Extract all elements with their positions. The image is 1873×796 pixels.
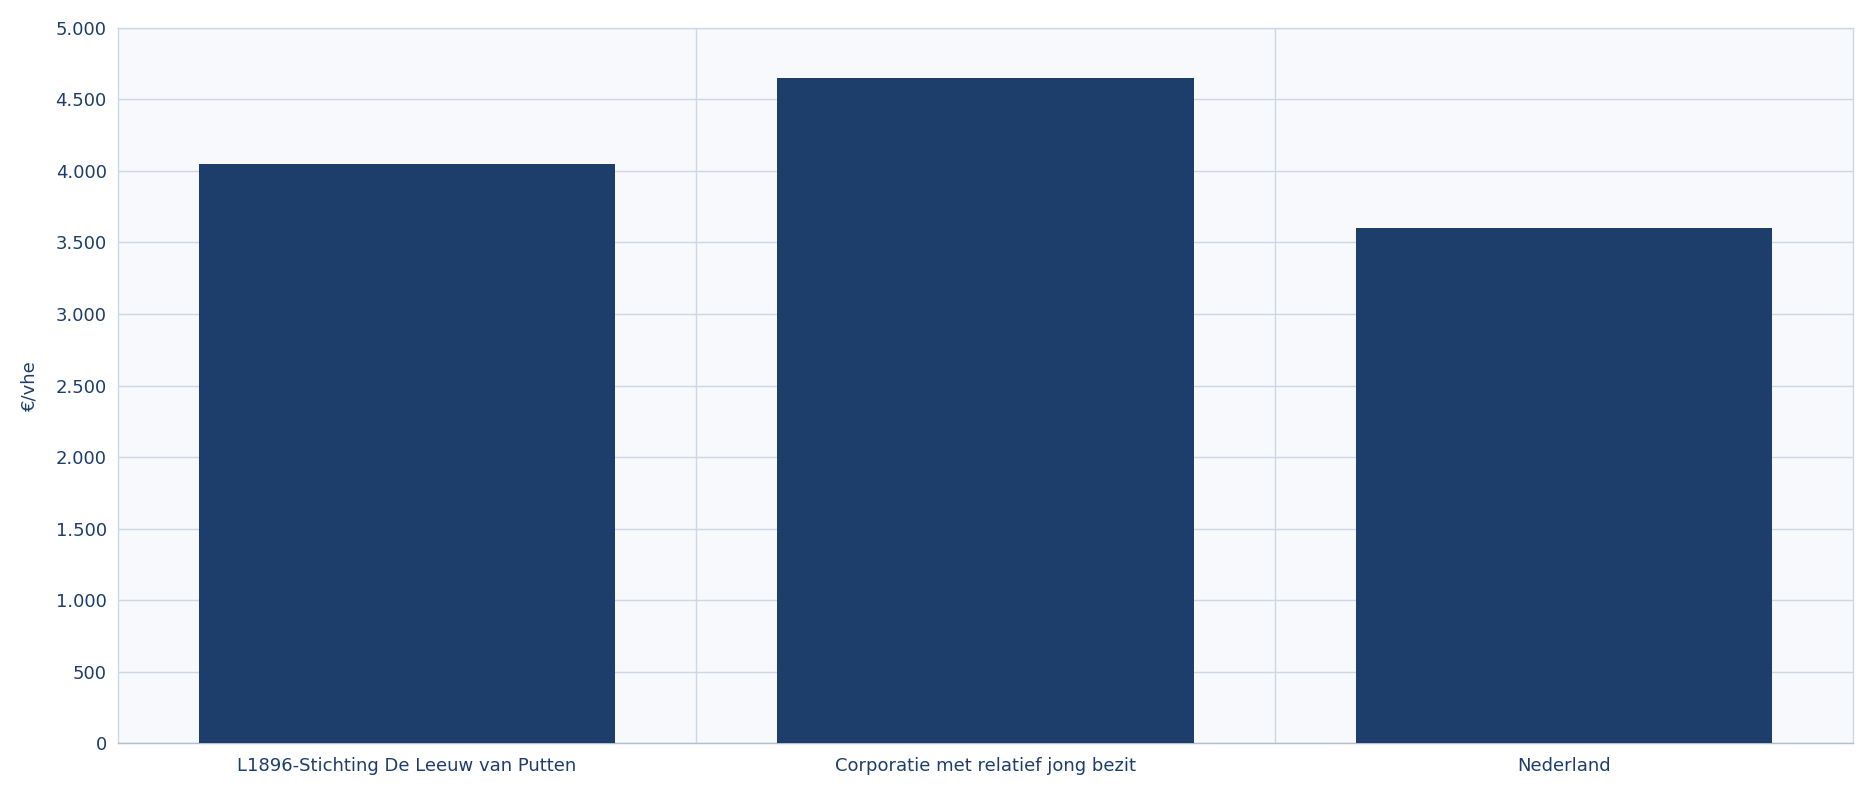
Bar [777,78,1193,743]
Bar [1354,228,1772,743]
Bar [199,164,614,743]
Y-axis label: €/vhe: €/vhe [21,360,39,411]
